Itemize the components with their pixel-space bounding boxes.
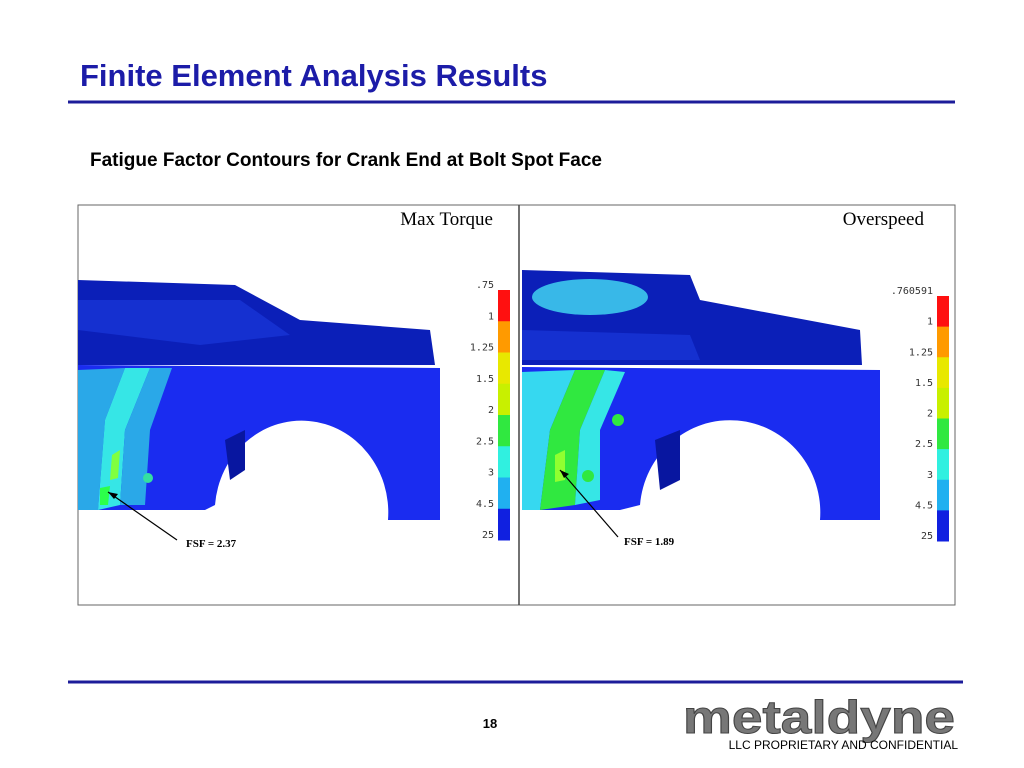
legend-label: 25 [482,530,494,541]
legend-label: 2.5 [915,439,933,450]
panel-label: Max Torque [400,209,493,230]
subtitle: Fatigue Factor Contours for Crank End at… [90,150,602,171]
legend-swatch [498,383,510,416]
legend-label: .760591 [891,286,933,297]
title: Finite Element Analysis Results [80,58,547,93]
legend-label: .75 [476,280,494,291]
annotation-arrow [107,491,178,541]
legend-label: 1.25 [470,343,494,354]
legend-label: 1 [488,311,494,322]
legend-swatch [937,510,949,542]
legend-label: 3 [488,468,494,479]
legend-swatch [498,415,510,447]
legend-swatch [937,296,949,328]
logo: metaldyne [683,691,955,743]
annotation: FSF = 2.37 [186,538,237,550]
legend-swatch [937,387,949,419]
legend-label: 4.5 [915,500,933,511]
legend-label: 4.5 [476,499,494,510]
panel-label: Overspeed [843,209,925,230]
legend-swatch [498,508,510,541]
arrowhead [108,492,118,499]
legend-swatch [937,326,949,358]
legend-swatch [498,446,510,478]
page-number: 18 [483,716,497,731]
confidentiality-notice: LLC PROPRIETARY AND CONFIDENTIAL [729,738,959,752]
annotation: FSF = 1.89 [624,536,675,548]
legend-swatch [937,479,949,511]
legend-swatch [937,357,949,389]
legend-swatch [937,418,949,450]
legend-swatch [498,290,510,322]
legend-label: 1.5 [476,374,494,385]
legend-label: 1.5 [915,378,933,389]
fea-model-right [522,270,880,520]
legend-swatch [937,449,949,481]
legend-swatch [498,477,510,510]
fea-model-left [78,280,440,520]
legend-swatch [498,352,510,385]
legend-label: 3 [927,470,933,481]
annotation-arrow [559,469,619,538]
arrowhead [560,470,569,478]
legend-swatch [498,321,510,353]
legend-label: 2 [488,405,494,416]
legend-label: 2.5 [476,436,494,447]
legend-label: 2 [927,409,933,420]
legend-label: 1.25 [909,347,933,358]
legend-label: 25 [921,531,933,542]
legend-label: 1 [927,317,933,328]
